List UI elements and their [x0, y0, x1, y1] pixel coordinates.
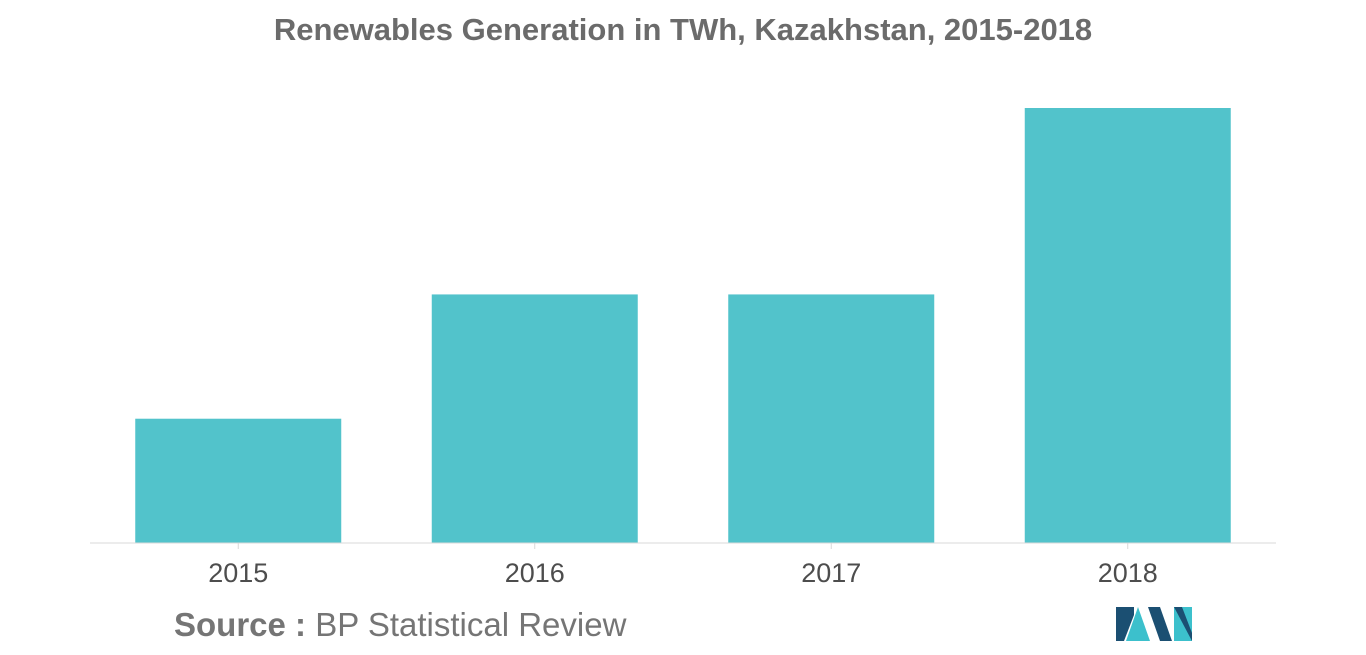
bar-chart: 2015 2016 2017 2018 [90, 108, 1276, 588]
x-ticks-group: 2015 2016 2017 2018 [208, 543, 1158, 588]
logo-shape-1 [1116, 607, 1134, 641]
x-tick-label-2015: 2015 [208, 558, 268, 588]
source-note: Source : BP Statistical Review [174, 606, 626, 644]
bar-2015 [135, 418, 342, 543]
logo-shape-2 [1126, 607, 1150, 641]
x-tick-label-2018: 2018 [1098, 558, 1158, 588]
source-text: BP Statistical Review [315, 606, 627, 643]
x-tick-label-2017: 2017 [801, 558, 861, 588]
logo-shape-5 [1174, 607, 1192, 641]
chart-title: Renewables Generation in TWh, Kazakhstan… [273, 12, 1093, 47]
bar-2017 [728, 294, 935, 543]
mordor-intelligence-logo [1116, 607, 1192, 641]
bar-2016 [431, 294, 638, 543]
bars-group [135, 108, 1231, 543]
x-tick-label-2016: 2016 [505, 558, 565, 588]
bar-2018 [1024, 108, 1231, 543]
logo-shape-3 [1148, 607, 1172, 641]
source-label: Source : [174, 606, 307, 643]
